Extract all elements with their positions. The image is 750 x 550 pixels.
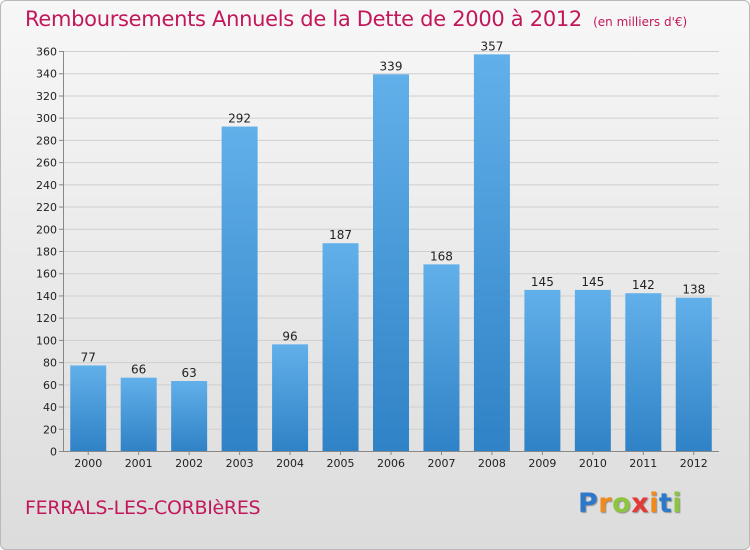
x-tick-label: 2004 <box>276 457 304 470</box>
bar <box>272 344 309 451</box>
y-tick-label: 340 <box>36 68 57 81</box>
y-tick-label: 320 <box>36 90 57 103</box>
bar <box>171 381 208 451</box>
bar <box>524 289 561 451</box>
x-tick-label: 2002 <box>175 457 203 470</box>
y-tick-label: 160 <box>36 268 57 281</box>
chart-title: Remboursements Annuels de la Dette de 20… <box>25 7 582 31</box>
y-tick-label: 300 <box>36 112 57 125</box>
data-label: 63 <box>182 366 197 380</box>
chart-title-block: Remboursements Annuels de la Dette de 20… <box>25 7 687 31</box>
x-tick-label: 2011 <box>629 457 657 470</box>
commune-name: FERRALS-LES-CORBIèRES <box>25 497 261 519</box>
bar <box>675 297 712 451</box>
data-label: 96 <box>282 329 297 343</box>
y-tick-label: 240 <box>36 179 57 192</box>
data-label: 142 <box>632 278 655 292</box>
y-tick-label: 140 <box>36 290 57 303</box>
y-tick-label: 220 <box>36 201 57 214</box>
y-tick-label: 20 <box>43 423 57 436</box>
x-tick-label: 2005 <box>327 457 355 470</box>
data-label: 357 <box>480 39 503 53</box>
data-label: 66 <box>131 363 146 377</box>
data-label: 138 <box>682 283 705 297</box>
y-tick-label: 180 <box>36 246 57 259</box>
x-tick-label: 2000 <box>74 457 102 470</box>
brand-logo-letter: t <box>658 488 673 519</box>
data-label: 168 <box>430 249 453 263</box>
bar <box>625 293 662 451</box>
bar <box>473 54 510 451</box>
y-tick-label: 60 <box>43 379 57 392</box>
x-tick-label: 2010 <box>579 457 607 470</box>
y-tick-label: 80 <box>43 357 57 370</box>
data-label: 187 <box>329 228 352 242</box>
x-tick-label: 2006 <box>377 457 405 470</box>
y-tick-label: 40 <box>43 401 57 414</box>
y-tick-label: 0 <box>50 446 57 459</box>
brand-logo-letter: P <box>578 488 599 519</box>
bar <box>70 365 107 451</box>
data-label: 145 <box>531 275 554 289</box>
y-tick-label: 120 <box>36 312 57 325</box>
y-tick-label: 200 <box>36 223 57 236</box>
brand-logo-letter: o <box>612 488 632 519</box>
y-tick-label: 280 <box>36 134 57 147</box>
x-tick-label: 2003 <box>226 457 254 470</box>
bar <box>423 264 460 451</box>
bar <box>574 289 611 451</box>
brand-logo-letter: i <box>649 488 659 519</box>
x-tick-label: 2007 <box>427 457 455 470</box>
brand-logo: Proxiti <box>578 488 682 519</box>
data-label: 339 <box>380 59 403 73</box>
bar <box>120 377 157 451</box>
y-tick-label: 260 <box>36 157 57 170</box>
unit-note: (en milliers d'€) <box>593 15 688 29</box>
bar <box>221 126 258 452</box>
y-tick-label: 360 <box>36 46 57 59</box>
x-tick-label: 2012 <box>680 457 708 470</box>
data-label: 145 <box>581 275 604 289</box>
brand-logo-letter: x <box>631 488 650 519</box>
x-tick-label: 2001 <box>125 457 153 470</box>
brand-logo-letter: i <box>672 488 683 519</box>
data-label: 77 <box>81 350 96 364</box>
y-tick-label: 100 <box>36 334 57 347</box>
bar <box>373 74 409 451</box>
data-label: 292 <box>228 112 251 126</box>
x-tick-label: 2008 <box>478 457 506 470</box>
x-tick-label: 2009 <box>528 457 556 470</box>
bar <box>322 243 359 451</box>
brand-logo-letter: r <box>598 488 613 519</box>
